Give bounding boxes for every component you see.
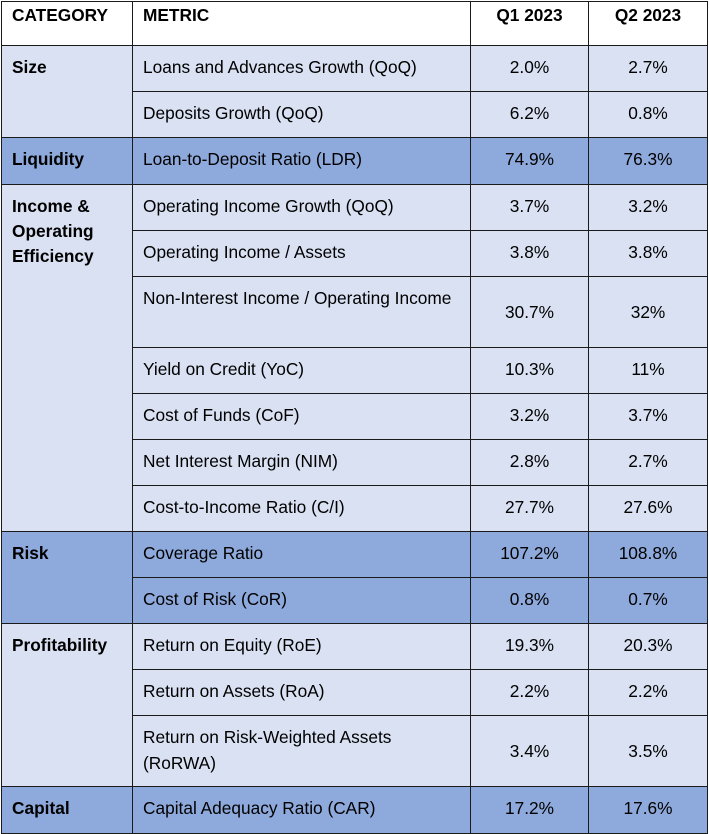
- category-capital: Capital: [1, 786, 133, 834]
- category-income-operating-efficiency: Income & Operating Efficiency: [1, 184, 133, 532]
- table-row: Profitability Return on Equity (RoE) 19.…: [1, 623, 708, 787]
- q1-value: 30.7%: [470, 276, 589, 348]
- q2-value: 108.8%: [588, 531, 708, 578]
- q2-value: 20.3%: [588, 623, 708, 670]
- q2-value: 2.7%: [588, 45, 708, 92]
- metric-cell: Capital Adequacy Ratio (CAR): [132, 786, 471, 834]
- q1-value: 3.4%: [470, 715, 589, 787]
- q2-value: 2.2%: [588, 669, 708, 716]
- header-q1: Q1 2023: [470, 1, 589, 46]
- q2-value: 0.7%: [588, 577, 708, 624]
- metric-cell: Cost of Risk (CoR): [132, 577, 471, 624]
- q1-value: 74.9%: [470, 137, 589, 185]
- metric-cell: Cost-to-Income Ratio (C/I): [132, 485, 471, 532]
- q1-value: 27.7%: [470, 485, 589, 532]
- q1-value: 19.3%: [470, 623, 589, 670]
- header-category: CATEGORY: [1, 1, 133, 46]
- metric-cell: Non-Interest Income / Operating Income: [132, 276, 471, 348]
- category-liquidity: Liquidity: [1, 137, 133, 185]
- table-row: Liquidity Loan-to-Deposit Ratio (LDR) 74…: [1, 137, 708, 185]
- category-size: Size: [1, 45, 133, 138]
- metric-cell: Deposits Growth (QoQ): [132, 91, 471, 138]
- q2-value: 3.8%: [588, 230, 708, 277]
- table-row: Deposits Growth (QoQ) 6.2% 0.8%: [2, 91, 708, 138]
- table-row: Yield on Credit (YoC) 10.3% 11%: [2, 347, 708, 394]
- q2-value: 11%: [588, 347, 708, 394]
- q1-value: 3.7%: [470, 184, 589, 231]
- metric-cell: Loan-to-Deposit Ratio (LDR): [132, 137, 471, 185]
- q1-value: 3.2%: [470, 393, 589, 440]
- q2-value: 2.7%: [588, 439, 708, 486]
- q2-value: 3.7%: [588, 393, 708, 440]
- metric-cell: Return on Equity (RoE): [132, 623, 471, 670]
- metric-cell: Cost of Funds (CoF): [132, 393, 471, 440]
- q2-value: 17.6%: [588, 786, 708, 834]
- q2-value: 0.8%: [588, 91, 708, 138]
- q2-value: 32%: [588, 276, 708, 348]
- table-row: Return on Risk-Weighted Assets (RoRWA) 3…: [2, 715, 708, 787]
- metric-cell: Yield on Credit (YoC): [132, 347, 471, 394]
- metric-cell: Return on Risk-Weighted Assets (RoRWA): [132, 715, 471, 787]
- table-row: Risk Coverage Ratio 107.2% 108.8%: [1, 531, 708, 624]
- q1-value: 10.3%: [470, 347, 589, 394]
- q1-value: 2.0%: [470, 45, 589, 92]
- q2-value: 3.2%: [588, 184, 708, 231]
- table-body: Size Loans and Advances Growth (QoQ) 2.0…: [1, 45, 708, 834]
- table-row: Cost of Risk (CoR) 0.8% 0.7%: [2, 577, 708, 624]
- category-risk: Risk: [1, 531, 133, 624]
- q1-value: 2.8%: [470, 439, 589, 486]
- metric-cell: Operating Income / Assets: [132, 230, 471, 277]
- q2-value: 76.3%: [588, 137, 708, 185]
- q1-value: 17.2%: [470, 786, 589, 834]
- q1-value: 0.8%: [470, 577, 589, 624]
- header-metric: METRIC: [132, 1, 471, 46]
- q2-value: 3.5%: [588, 715, 708, 787]
- table-row: Non-Interest Income / Operating Income 3…: [2, 276, 708, 348]
- q1-value: 2.2%: [470, 669, 589, 716]
- q2-value: 27.6%: [588, 485, 708, 532]
- header-row: CATEGORY METRIC Q1 2023 Q2 2023: [1, 1, 708, 46]
- metric-cell: Operating Income Growth (QoQ): [132, 184, 471, 231]
- table-row: Size Loans and Advances Growth (QoQ) 2.0…: [1, 45, 708, 138]
- table-row: Return on Assets (RoA) 2.2% 2.2%: [2, 669, 708, 716]
- table-row: Income & Operating Efficiency Operating …: [1, 184, 708, 532]
- metric-cell: Coverage Ratio: [132, 531, 471, 578]
- q1-value: 6.2%: [470, 91, 589, 138]
- header-q2: Q2 2023: [588, 1, 708, 46]
- table-row: Cost of Funds (CoF) 3.2% 3.7%: [2, 393, 708, 440]
- table-row: Operating Income / Assets 3.8% 3.8%: [2, 230, 708, 277]
- table-row: Net Interest Margin (NIM) 2.8% 2.7%: [2, 439, 708, 486]
- metric-cell: Loans and Advances Growth (QoQ): [132, 45, 471, 92]
- category-profitability: Profitability: [1, 623, 133, 787]
- table-row: Cost-to-Income Ratio (C/I) 27.7% 27.6%: [2, 485, 708, 532]
- table-row: Capital Capital Adequacy Ratio (CAR) 17.…: [1, 786, 708, 834]
- q1-value: 3.8%: [470, 230, 589, 277]
- q1-value: 107.2%: [470, 531, 589, 578]
- metric-cell: Return on Assets (RoA): [132, 669, 471, 716]
- metric-cell: Net Interest Margin (NIM): [132, 439, 471, 486]
